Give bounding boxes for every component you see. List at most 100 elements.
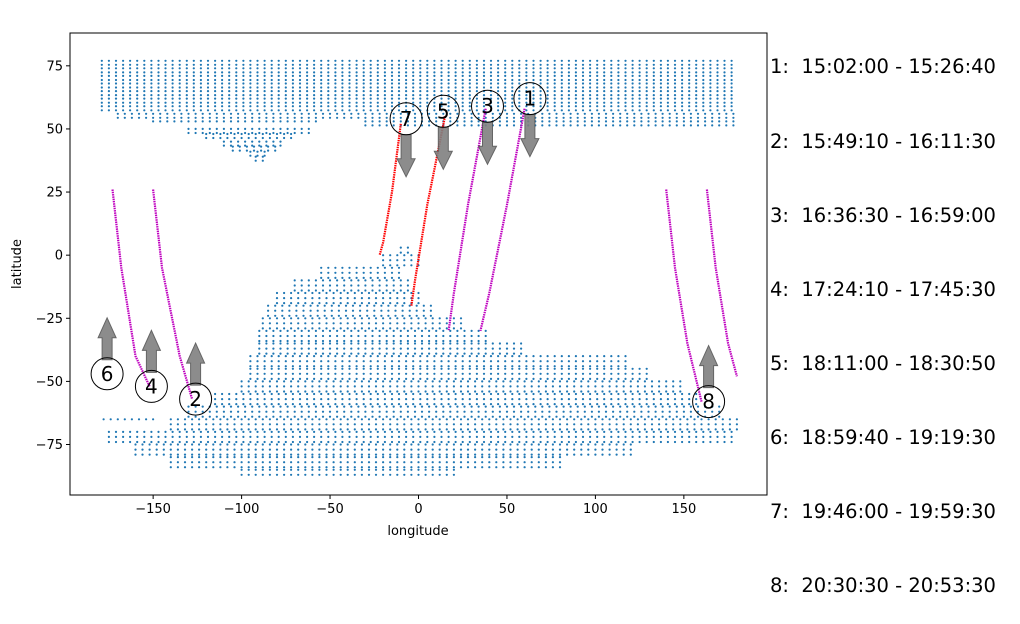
swath-dot xyxy=(497,360,500,363)
swath-dot xyxy=(341,372,344,375)
swath-dot xyxy=(604,410,608,413)
swath-dot xyxy=(403,428,406,431)
swath-dot xyxy=(681,101,684,104)
swath-dot xyxy=(581,440,585,444)
swath-dot xyxy=(497,105,500,108)
swath-dot xyxy=(668,124,671,127)
swath-dot xyxy=(353,297,356,300)
swath-dot xyxy=(428,342,431,345)
swath-dot xyxy=(581,63,585,66)
swath-dot xyxy=(247,448,250,451)
swath-dot xyxy=(397,355,401,358)
swath-dot xyxy=(596,377,599,380)
swath-dot xyxy=(249,355,252,358)
swath-dot xyxy=(447,67,450,70)
swath-dot xyxy=(405,105,408,108)
swath-dot xyxy=(320,367,323,370)
swath-dot xyxy=(688,101,691,104)
swath-dot xyxy=(298,355,302,358)
swath-dot xyxy=(376,82,379,85)
swath-dot xyxy=(532,90,535,93)
swath-dot xyxy=(723,105,726,108)
swath-dot xyxy=(201,131,204,135)
swath-dot xyxy=(392,352,395,355)
swath-dot xyxy=(389,456,392,459)
swath-dot xyxy=(240,453,243,456)
swath-dot xyxy=(410,423,413,426)
swath-dot xyxy=(367,428,371,431)
swath-dot xyxy=(597,405,601,408)
arrow-down xyxy=(520,114,540,158)
swath-dot xyxy=(199,71,202,74)
swath-dot xyxy=(673,78,677,82)
swath-dot xyxy=(157,74,160,77)
swath-dot xyxy=(695,392,698,396)
swath-dot xyxy=(397,82,401,85)
swath-dot xyxy=(171,86,174,89)
swath-dot xyxy=(114,97,118,100)
swath-dot xyxy=(228,392,231,396)
swath-dot xyxy=(589,105,592,108)
swath-dot xyxy=(249,105,252,108)
swath-dot xyxy=(334,59,337,62)
swath-dot xyxy=(463,415,466,418)
swath-dot xyxy=(695,71,698,74)
swath-dot xyxy=(247,385,250,388)
swath-dot xyxy=(463,329,466,332)
swath-dot xyxy=(539,372,542,375)
swath-dot xyxy=(249,97,252,100)
swath-dot xyxy=(505,347,509,350)
swath-dot xyxy=(459,418,463,421)
swath-dot xyxy=(412,403,415,406)
swath-dot xyxy=(114,440,118,444)
swath-dot xyxy=(367,317,371,320)
swath-dot xyxy=(376,67,379,70)
swath-dot xyxy=(382,380,385,383)
swath-dot xyxy=(615,453,618,456)
swath-dot xyxy=(440,440,443,444)
swath-dot xyxy=(320,403,323,406)
swath-dot xyxy=(298,101,302,104)
swath-dot xyxy=(360,443,363,446)
swath-dot xyxy=(191,453,194,456)
swath-dot xyxy=(157,94,160,97)
swath-dot xyxy=(668,410,671,413)
swath-dot xyxy=(268,423,271,426)
swath-dot xyxy=(509,423,512,426)
swath-dot xyxy=(567,398,571,401)
swath-dot xyxy=(461,109,464,112)
swath-dot xyxy=(456,112,459,115)
swath-dot xyxy=(426,372,429,375)
swath-dot xyxy=(553,435,556,438)
swath-dot xyxy=(369,440,372,444)
swath-dot xyxy=(214,78,217,82)
swath-dot xyxy=(376,365,379,368)
swath-dot xyxy=(454,105,457,108)
swath-dot xyxy=(265,410,268,413)
swath-dot xyxy=(390,74,394,77)
swath-dot xyxy=(406,410,409,413)
swath-dot xyxy=(256,109,259,112)
swath-dot xyxy=(638,94,641,97)
swath-dot xyxy=(373,309,376,312)
swath-dot xyxy=(348,82,351,85)
swath-dot xyxy=(489,63,493,66)
swath-dot xyxy=(304,390,307,393)
swath-dot xyxy=(716,430,719,433)
label-circle xyxy=(134,369,168,403)
swath-dot xyxy=(497,440,500,444)
swath-dot xyxy=(442,339,445,343)
swath-dot xyxy=(454,109,457,112)
swath-dot xyxy=(558,380,562,383)
swath-dot xyxy=(426,101,429,104)
swath-dot xyxy=(256,372,259,375)
swath-dot xyxy=(390,403,394,406)
swath-dot xyxy=(277,365,280,368)
swath-dot xyxy=(180,112,183,115)
swath-dot xyxy=(417,466,420,469)
swath-dot xyxy=(258,131,261,135)
swath-dot xyxy=(725,116,728,119)
swath-dot xyxy=(123,418,126,421)
y-tick-label: 50 xyxy=(46,122,63,137)
swath-dot xyxy=(212,132,215,136)
